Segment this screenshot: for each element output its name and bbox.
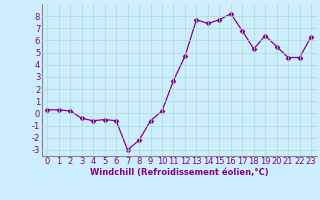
X-axis label: Windchill (Refroidissement éolien,°C): Windchill (Refroidissement éolien,°C) [90, 168, 268, 177]
